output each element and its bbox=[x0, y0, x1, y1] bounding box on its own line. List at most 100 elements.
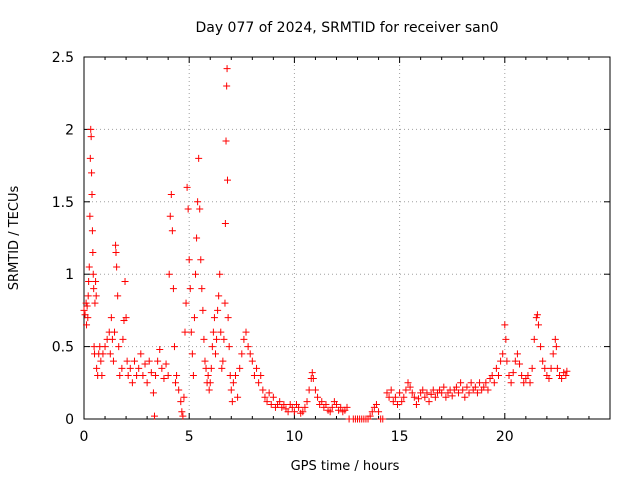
data-point bbox=[194, 198, 202, 206]
data-point bbox=[425, 398, 433, 406]
data-point bbox=[318, 398, 326, 406]
data-point bbox=[497, 357, 505, 365]
data-point bbox=[368, 408, 376, 416]
data-point bbox=[398, 398, 406, 406]
data-point bbox=[459, 386, 467, 394]
data-point bbox=[427, 390, 435, 398]
data-point bbox=[126, 364, 134, 372]
data-point bbox=[534, 321, 542, 329]
data-point bbox=[158, 364, 166, 372]
data-point bbox=[143, 379, 151, 387]
data-point bbox=[539, 357, 547, 365]
data-point bbox=[196, 205, 204, 213]
data-point bbox=[170, 343, 178, 351]
data-point bbox=[410, 393, 418, 401]
data-point bbox=[551, 335, 559, 343]
data-point bbox=[112, 241, 120, 249]
data-point bbox=[553, 364, 561, 372]
data-point bbox=[113, 263, 121, 271]
data-point bbox=[309, 374, 317, 382]
data-point bbox=[259, 386, 267, 394]
data-point bbox=[558, 374, 566, 382]
data-point bbox=[207, 364, 215, 372]
data-point bbox=[172, 379, 180, 387]
data-point bbox=[107, 314, 115, 322]
data-point bbox=[509, 369, 517, 377]
data-point bbox=[118, 364, 126, 372]
data-point bbox=[83, 321, 91, 329]
y-axis-label: SRMTID / TECUs bbox=[7, 186, 22, 291]
data-point bbox=[455, 389, 463, 397]
data-point bbox=[328, 403, 336, 411]
data-point bbox=[276, 398, 284, 406]
data-point bbox=[80, 306, 88, 314]
data-point bbox=[552, 343, 560, 351]
data-point bbox=[400, 393, 408, 401]
data-point bbox=[221, 299, 229, 307]
grid-lines bbox=[84, 57, 610, 419]
data-point bbox=[503, 357, 511, 365]
data-point bbox=[442, 393, 450, 401]
data-point bbox=[141, 360, 149, 368]
data-point bbox=[526, 379, 534, 387]
data-point bbox=[175, 386, 183, 394]
data-point bbox=[185, 256, 193, 264]
data-point bbox=[122, 314, 130, 322]
data-point bbox=[257, 372, 265, 380]
data-point bbox=[471, 383, 479, 391]
data-point bbox=[87, 125, 95, 133]
data-point bbox=[379, 415, 387, 423]
data-point bbox=[198, 285, 206, 293]
data-point bbox=[156, 345, 164, 353]
data-point bbox=[166, 212, 174, 220]
data-point bbox=[89, 270, 97, 278]
data-point bbox=[387, 386, 395, 394]
data-point bbox=[168, 227, 176, 235]
data-point bbox=[375, 408, 383, 416]
data-point bbox=[488, 372, 496, 380]
data-point bbox=[253, 364, 261, 372]
data-point bbox=[238, 350, 246, 358]
data-point bbox=[457, 379, 465, 387]
data-point bbox=[322, 401, 330, 409]
y-tick-label: 1 bbox=[65, 267, 74, 283]
data-point bbox=[326, 408, 334, 416]
data-point bbox=[511, 357, 519, 365]
data-point bbox=[205, 386, 213, 394]
data-point bbox=[402, 386, 410, 394]
data-point bbox=[88, 169, 96, 177]
data-point bbox=[393, 401, 401, 409]
data-point bbox=[533, 311, 541, 319]
data-point bbox=[197, 256, 205, 264]
x-tick-label: 20 bbox=[496, 429, 514, 445]
data-point bbox=[145, 357, 153, 365]
x-tick-labels: 0 5 10 15 20 bbox=[80, 429, 514, 445]
data-point bbox=[133, 372, 141, 380]
data-point bbox=[507, 379, 515, 387]
data-point bbox=[92, 292, 100, 300]
data-point bbox=[124, 372, 132, 380]
data-point bbox=[167, 191, 175, 199]
data-point bbox=[114, 292, 122, 300]
data-point bbox=[480, 383, 488, 391]
data-point bbox=[528, 364, 536, 372]
data-point bbox=[213, 335, 221, 343]
data-point bbox=[121, 277, 129, 285]
data-point bbox=[179, 412, 187, 420]
data-point bbox=[150, 412, 158, 420]
data-points bbox=[80, 65, 571, 423]
data-point bbox=[90, 285, 98, 293]
data-point bbox=[229, 379, 237, 387]
data-point bbox=[385, 393, 393, 401]
data-point bbox=[242, 328, 250, 336]
data-point bbox=[139, 372, 147, 380]
data-point bbox=[265, 389, 273, 397]
data-point bbox=[305, 386, 313, 394]
data-point bbox=[223, 82, 231, 90]
data-point bbox=[438, 389, 446, 397]
data-point bbox=[223, 65, 231, 73]
data-point bbox=[87, 133, 95, 141]
data-point bbox=[89, 248, 97, 256]
data-point bbox=[267, 401, 275, 409]
data-point bbox=[135, 364, 143, 372]
